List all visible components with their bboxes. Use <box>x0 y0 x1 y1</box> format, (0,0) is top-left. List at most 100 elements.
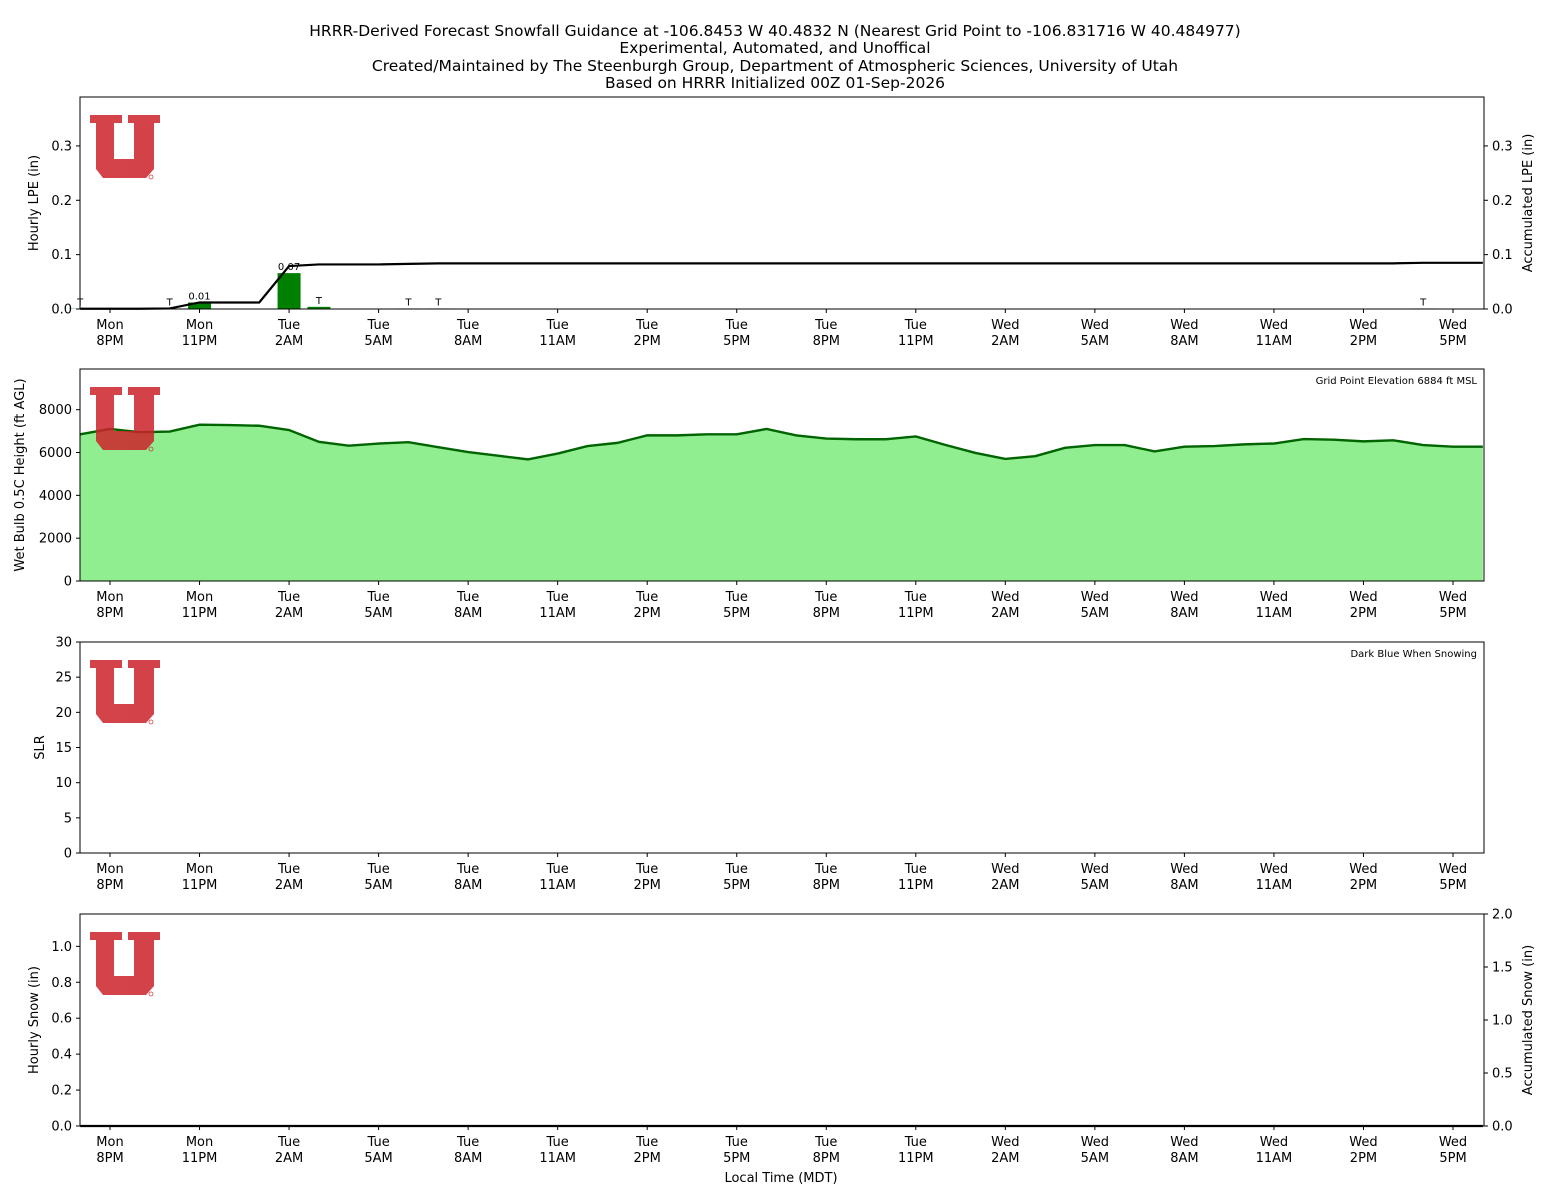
y-tick-label: 4000 <box>39 489 72 504</box>
x-tick-day: Tue <box>366 318 389 333</box>
x-tick-day: Wed <box>1170 862 1198 877</box>
y-tick-label: 15 <box>55 741 72 756</box>
y-tick-label: 1.0 <box>51 940 72 955</box>
x-tick-day: Tue <box>814 862 837 877</box>
x-tick-time: 5PM <box>1439 606 1466 621</box>
y-axis-label: Hourly LPE (in) <box>27 155 42 251</box>
x-tick-day: Mon <box>96 590 123 605</box>
university-of-utah-logo <box>90 932 160 997</box>
x-tick-time: 8AM <box>454 334 482 349</box>
y2-tick-label: 0.5 <box>1492 1067 1513 1082</box>
y-tick-label: 10 <box>55 776 72 791</box>
x-tick-time: 8PM <box>813 334 840 349</box>
x-tick-time: 11AM <box>539 878 576 893</box>
y2-tick-label: 1.5 <box>1492 961 1513 976</box>
wet-bulb-line <box>79 423 1483 461</box>
x-tick-day: Tue <box>456 590 479 605</box>
x-tick-time: 11PM <box>182 334 218 349</box>
x-tick-time: 5AM <box>1081 878 1109 893</box>
y-tick-label: 0.6 <box>51 1012 72 1027</box>
y-tick-label: 0.1 <box>51 248 72 263</box>
title-line-3: Created/Maintained by The Steenburgh Gro… <box>372 57 1178 75</box>
x-tick-time: 11PM <box>898 878 934 893</box>
x-tick-time: 11PM <box>898 1151 934 1166</box>
y-tick-label: 0.8 <box>51 976 72 991</box>
y-tick-label: 0.3 <box>51 139 72 154</box>
x-tick-day: Tue <box>366 590 389 605</box>
x-tick-time: 2AM <box>991 334 1019 349</box>
x-tick-day: Wed <box>1439 862 1467 877</box>
x-tick-time: 8AM <box>454 878 482 893</box>
x-tick-time: 2AM <box>275 334 303 349</box>
lpe-bar <box>277 273 301 309</box>
x-tick-day: Mon <box>96 318 123 333</box>
x-tick-time: 11AM <box>1256 334 1293 349</box>
x-tick-day: Tue <box>546 590 569 605</box>
x-tick-day: Tue <box>814 590 837 605</box>
logo-u-shape <box>90 932 160 995</box>
panel-slr: Dark Blue When Snowing 0 5 10 15 20 25 30 SLR Mon… <box>33 636 1485 893</box>
x-tick-day: Wed <box>1439 1135 1467 1150</box>
grid-elevation-note: Grid Point Elevation 6884 ft MSL <box>1316 376 1478 387</box>
x-tick-time: 8PM <box>813 606 840 621</box>
x-tick-day: Wed <box>1349 1135 1377 1150</box>
x-tick-time: 5PM <box>1439 1151 1466 1166</box>
x-tick-day: Tue <box>366 1135 389 1150</box>
logo-registered-mark <box>148 446 154 452</box>
y2-tick-label: 0.3 <box>1492 139 1513 154</box>
x-tick-day: Mon <box>96 1135 123 1150</box>
x-tick-time: 2AM <box>991 606 1019 621</box>
y-tick-label: 25 <box>55 671 72 686</box>
x-tick-day: Wed <box>1081 862 1109 877</box>
wet-bulb-area <box>80 424 1483 581</box>
x-tick-day: Tue <box>546 318 569 333</box>
snowing-color-note: Dark Blue When Snowing <box>1350 649 1477 660</box>
x-tick-time: 8AM <box>454 606 482 621</box>
logo-registered-mark <box>148 719 154 725</box>
y2-tick-label: 0.1 <box>1492 248 1513 263</box>
x-tick-day: Tue <box>635 862 658 877</box>
x-tick-time: 2AM <box>275 878 303 893</box>
x-tick-day: Tue <box>456 862 479 877</box>
x-tick-time: 2PM <box>634 1151 661 1166</box>
x-tick-day: Wed <box>1081 590 1109 605</box>
y-axis-label: SLR <box>33 735 48 760</box>
x-tick-time: 8AM <box>1170 1151 1198 1166</box>
university-of-utah-logo <box>90 115 160 180</box>
x-tick-time: 5PM <box>723 606 750 621</box>
x-tick-time: 5AM <box>1081 334 1109 349</box>
title-line-1: HRRR-Derived Forecast Snowfall Guidance … <box>309 22 1240 40</box>
x-tick-day: Wed <box>1081 1135 1109 1150</box>
x-tick-time: 8AM <box>1170 606 1198 621</box>
figure-title: HRRR-Derived Forecast Snowfall Guidance … <box>309 22 1240 92</box>
y2-axis-label: Accumulated LPE (in) <box>1521 134 1536 273</box>
accumulated-lpe-line <box>80 261 1483 310</box>
y-tick-label: 0.4 <box>51 1048 72 1063</box>
lpe-bar <box>188 302 212 309</box>
x-tick-day: Wed <box>1170 1135 1198 1150</box>
x-tick-time: 11AM <box>1256 878 1293 893</box>
x-tick-day: Wed <box>1439 318 1467 333</box>
x-tick-time: 11PM <box>898 606 934 621</box>
x-tick-day: Tue <box>814 1135 837 1150</box>
x-tick-day: Wed <box>1349 590 1377 605</box>
x-tick-time: 2PM <box>634 878 661 893</box>
x-tick-day: Tue <box>814 318 837 333</box>
x-tick-day: Tue <box>546 1135 569 1150</box>
x-tick-time: 5PM <box>723 878 750 893</box>
y-tick-label: 8000 <box>39 403 72 418</box>
y-axis-label: Hourly Snow (in) <box>27 966 42 1074</box>
x-axis-label: Local Time (MDT) <box>724 1171 837 1186</box>
plot-frame <box>79 641 1485 854</box>
x-tick-day: Wed <box>1260 318 1288 333</box>
title-line-2: Experimental, Automated, and Unoffical <box>619 39 930 57</box>
y-tick-label: 0.2 <box>51 194 72 209</box>
y2-tick-label: 0.2 <box>1492 194 1513 209</box>
x-tick-day: Wed <box>991 318 1019 333</box>
x-tick-day: Wed <box>1439 590 1467 605</box>
plot-frame <box>79 96 1485 310</box>
x-tick-day: Wed <box>991 590 1019 605</box>
y-tick-label: 0.2 <box>51 1084 72 1099</box>
